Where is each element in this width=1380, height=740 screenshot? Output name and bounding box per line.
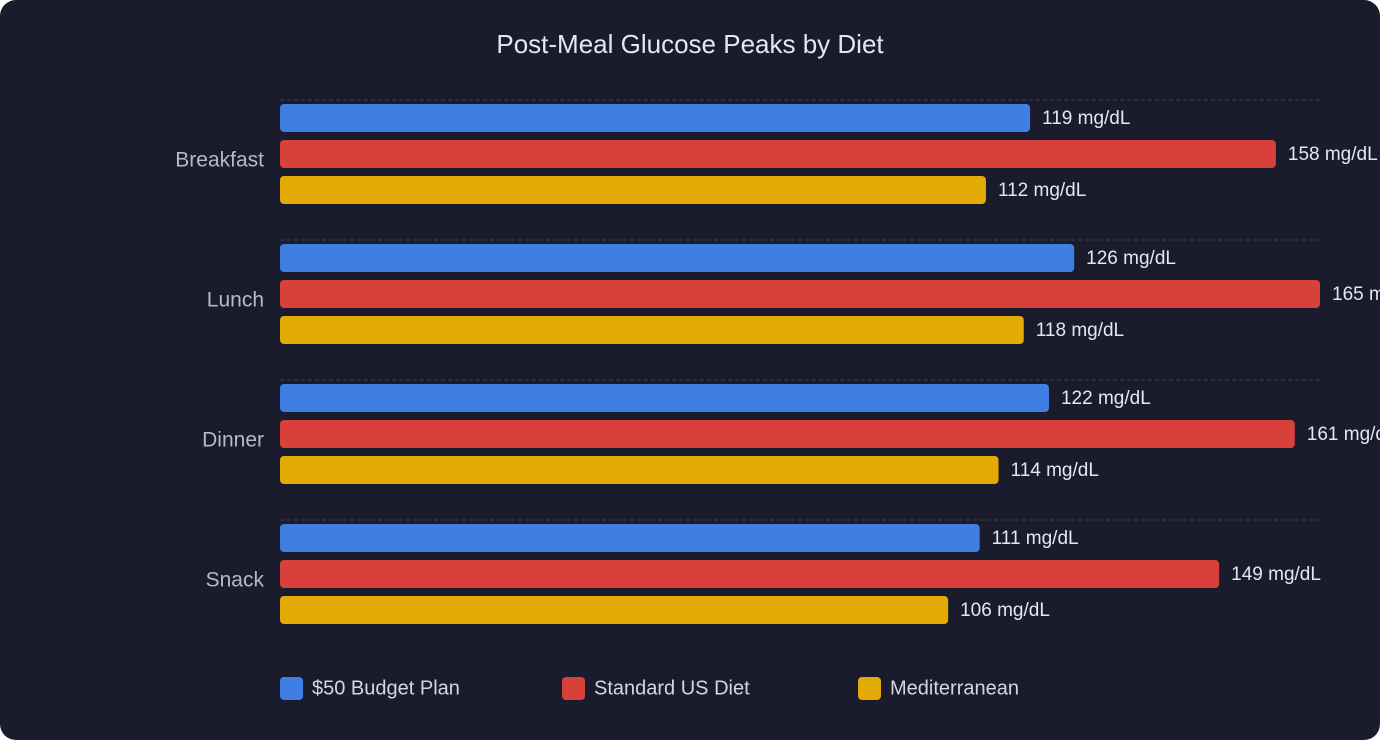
value-label: 114 mg/dL [1011, 460, 1099, 481]
chart-title: Post-Meal Glucose Peaks by Diet [496, 29, 884, 59]
bar [280, 140, 1276, 168]
value-label: 161 mg/dL [1307, 424, 1380, 445]
value-label: 126 mg/dL [1086, 248, 1176, 269]
legend-label: $50 Budget Plan [312, 677, 460, 699]
legend-swatch [858, 677, 881, 700]
legend-label: Mediterranean [890, 677, 1019, 699]
bar [280, 524, 980, 552]
bar [280, 456, 999, 484]
bar [280, 244, 1075, 272]
bar [280, 316, 1024, 344]
value-label: 111 mg/dL [992, 528, 1079, 549]
value-label: 149 mg/dL [1231, 564, 1321, 585]
value-label: 158 mg/dL [1288, 144, 1378, 165]
value-label: 106 mg/dL [960, 600, 1050, 621]
bar [280, 560, 1220, 588]
y-tick-label: Lunch [207, 289, 264, 312]
value-label: 119 mg/dL [1042, 108, 1130, 129]
value-label: 122 mg/dL [1061, 388, 1151, 409]
legend-label: Standard US Diet [594, 677, 750, 699]
legend-swatch [562, 677, 585, 700]
value-label: 112 mg/dL [998, 180, 1086, 201]
value-label: 165 mg/dL [1332, 284, 1380, 305]
value-label: 118 mg/dL [1036, 320, 1124, 341]
bar [280, 596, 949, 624]
bar [280, 384, 1049, 412]
y-tick-label: Dinner [202, 429, 264, 452]
bar [280, 104, 1031, 132]
bar [280, 280, 1320, 308]
y-tick-label: Snack [206, 569, 265, 592]
y-tick-label: Breakfast [175, 149, 264, 172]
bar [280, 420, 1295, 448]
bar [280, 176, 986, 204]
legend-swatch [280, 677, 303, 700]
